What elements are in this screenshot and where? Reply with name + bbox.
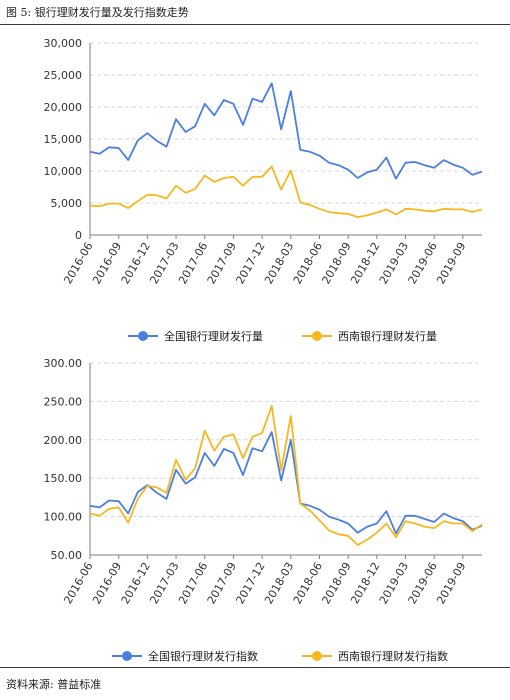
vol-legend-marker-2: [312, 331, 322, 341]
idx-series-line-2: [89, 405, 483, 546]
idx-y-tick-label: 150.00: [44, 472, 83, 485]
issuance-volume-chart: 05,00010,00015,00020,00025,00030,0002016…: [44, 37, 483, 343]
footer-divider: [0, 667, 510, 668]
vol-y-tick-label: 5,000: [51, 197, 83, 210]
idx-legend-marker-1: [122, 651, 132, 661]
idx-series-line-1: [89, 431, 483, 535]
vol-y-tick-label: 10,000: [44, 165, 83, 178]
vol-y-tick-label: 25,000: [44, 69, 83, 82]
vol-series-line-2: [89, 165, 483, 219]
vol-legend-marker-1: [138, 331, 148, 341]
vol-y-tick-label: 0: [75, 229, 82, 242]
source-note: 资料来源: 普益标准: [6, 678, 102, 691]
vol-legend-label-1: 全国银行理财发行量: [164, 329, 263, 343]
issuance-index-chart: 50.00100.00150.00200.00250.00300.002016-…: [44, 357, 483, 663]
figure-header: 图 5: 银行理财发行量及发行指数走势: [0, 0, 510, 25]
vol-y-tick-label: 20,000: [44, 101, 83, 114]
vol-y-tick-label: 30,000: [44, 37, 83, 50]
idx-y-tick-label: 200.00: [44, 434, 83, 447]
vol-series-line-1: [89, 82, 483, 180]
idx-legend-label-2: 西南银行理财发行指数: [338, 649, 448, 663]
idx-y-tick-label: 300.00: [44, 357, 83, 370]
idx-y-tick-label: 50.00: [51, 549, 83, 562]
figure-title: 图 5: 银行理财发行量及发行指数走势: [6, 6, 189, 19]
idx-legend-label-1: 全国银行理财发行指数: [148, 649, 258, 663]
idx-legend-marker-2: [312, 651, 322, 661]
vol-y-tick-label: 15,000: [44, 133, 83, 146]
vol-legend-label-2: 西南银行理财发行量: [338, 329, 437, 343]
idx-y-tick-label: 100.00: [44, 511, 83, 524]
idx-y-tick-label: 250.00: [44, 395, 83, 408]
